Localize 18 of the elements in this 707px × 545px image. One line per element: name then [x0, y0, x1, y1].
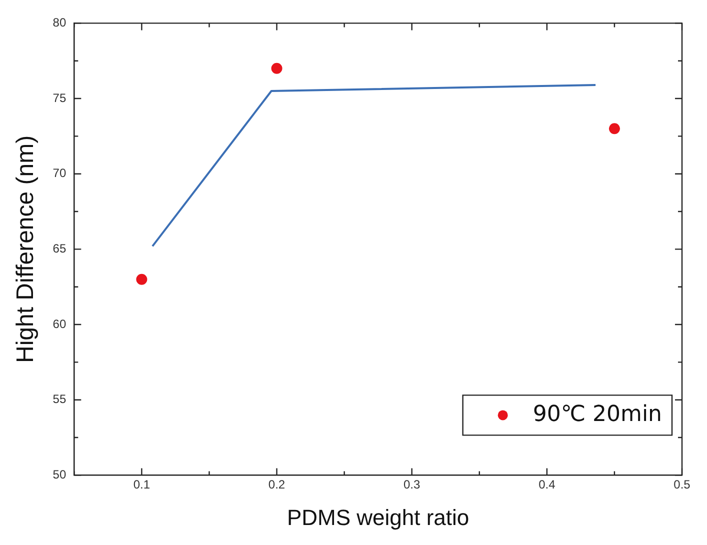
- y-tick-label: 50: [52, 468, 66, 482]
- point: [136, 274, 148, 285]
- x-tick-label: 0.1: [133, 478, 150, 492]
- y-tick-label: 65: [52, 242, 66, 256]
- legend-label: 90℃ 20min: [532, 402, 662, 427]
- point: [271, 62, 282, 74]
- y-tick-label: 70: [52, 166, 66, 180]
- y-axis-title: Hight Difference (nm): [12, 135, 40, 364]
- y-tick-label: 60: [52, 316, 66, 331]
- point: [608, 123, 620, 134]
- y-tick-label: 75: [52, 90, 66, 105]
- x-tick-label: 0.4: [538, 478, 556, 492]
- y-tick-label: 55: [52, 392, 66, 406]
- x-tick-label: 0.3: [404, 478, 421, 492]
- x-tick-label: 0.5: [674, 478, 691, 492]
- x-axis-title: PDMS weight ratio: [286, 504, 470, 530]
- x-tick-label: 0.2: [268, 478, 286, 492]
- y-tick-label: 80: [52, 16, 66, 30]
